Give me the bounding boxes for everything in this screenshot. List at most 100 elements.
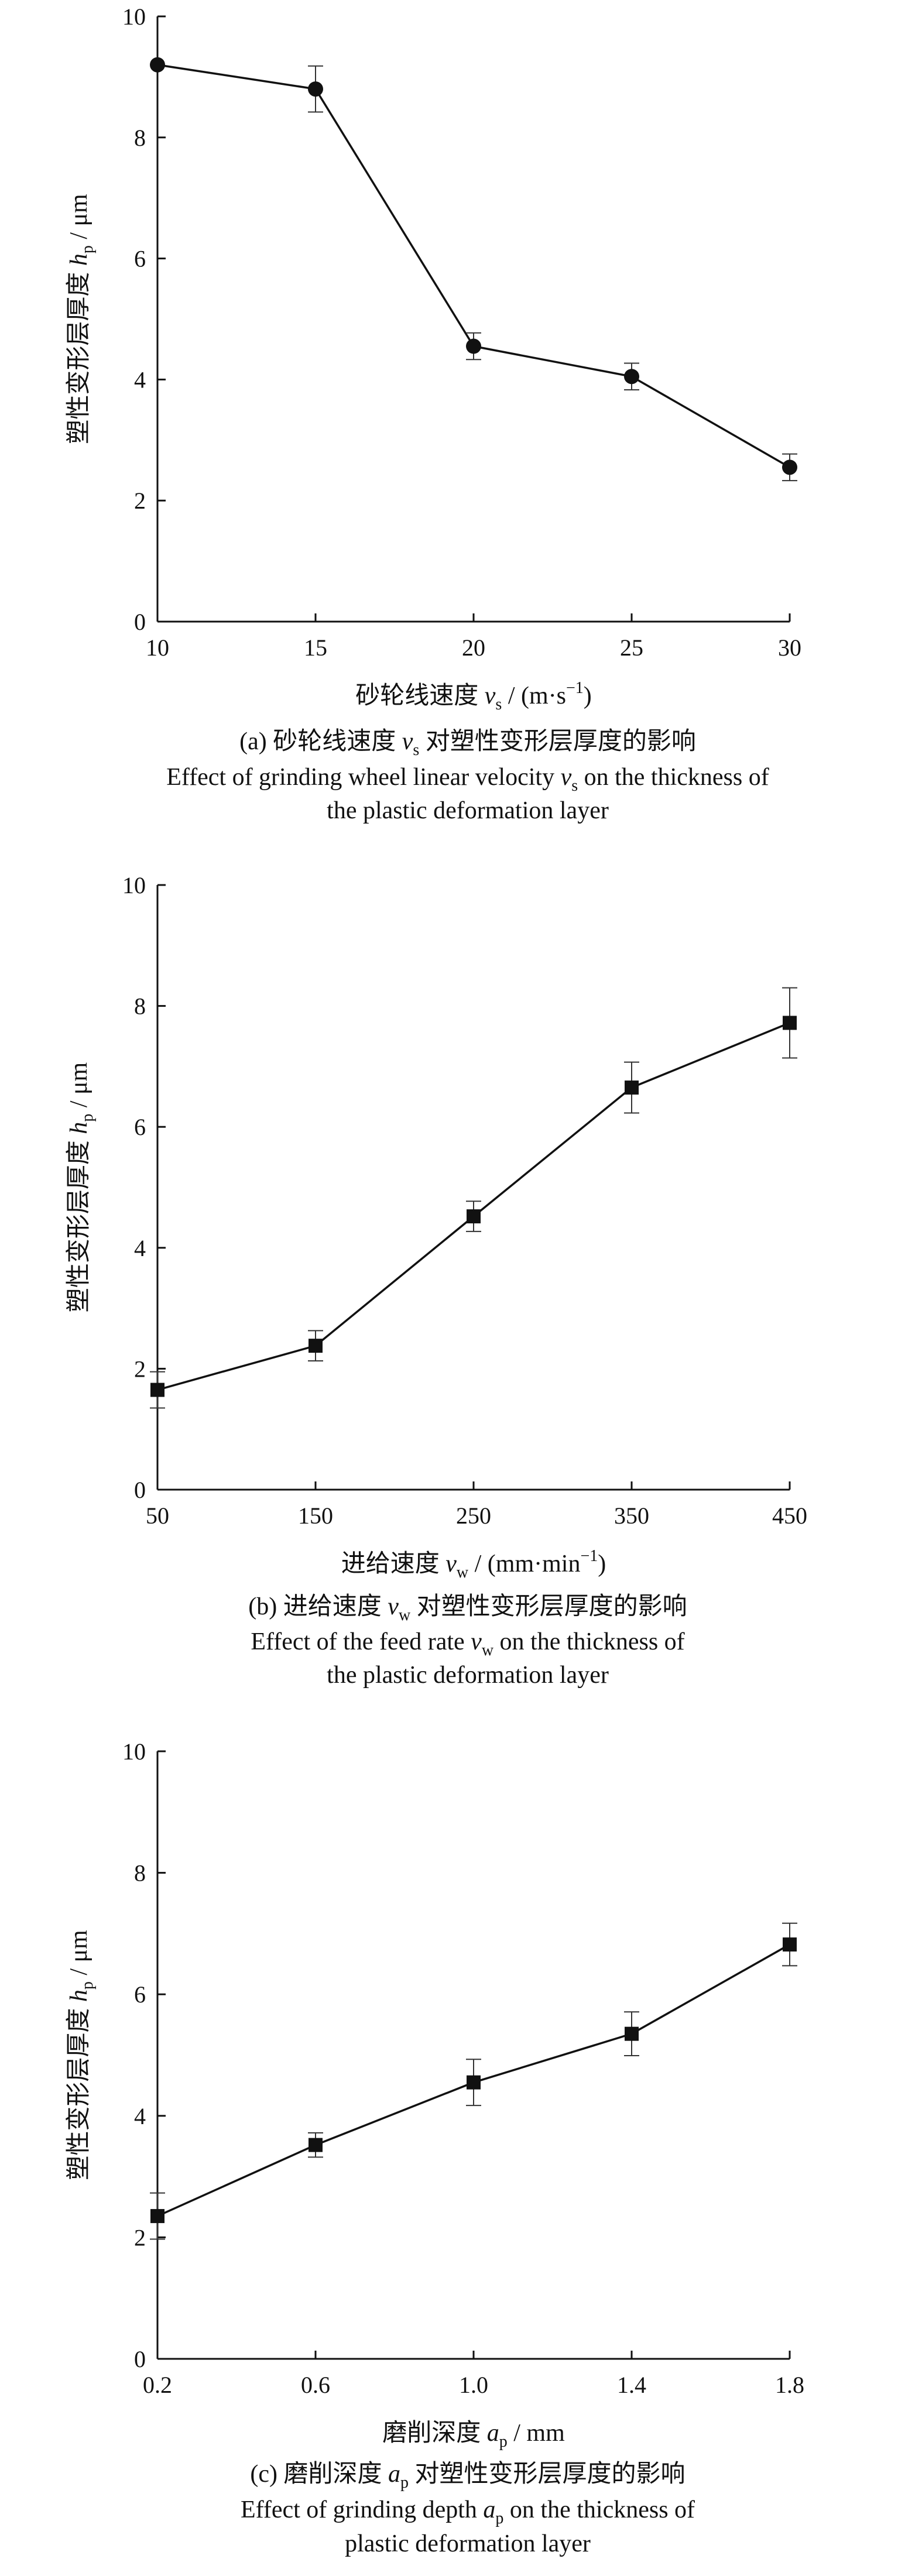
x-tick-label: 1.4 xyxy=(617,2372,646,2398)
y-axis-title-subscript: p xyxy=(78,245,97,253)
x-axis-title-subscript: s xyxy=(495,695,502,714)
data-point xyxy=(308,81,323,97)
x-tick-label: 25 xyxy=(620,634,643,661)
caption-en-line2: the plastic deformation layer xyxy=(327,1662,609,1689)
y-tick-label: 10 xyxy=(122,872,146,898)
x-axis-title: 进给速度 vw / (mm·min−1) xyxy=(341,1547,606,1582)
x-tick-label: 1.8 xyxy=(775,2372,804,2398)
x-tick-label: 0.6 xyxy=(301,2372,330,2398)
x-axis-title-superscript: −1 xyxy=(580,1547,598,1565)
data-point xyxy=(783,1016,797,1030)
caption-en-line1: Effect of grinding wheel linear velocity… xyxy=(166,764,769,795)
caption-en-symbol: v xyxy=(561,764,572,791)
caption-zh: (b) 进给速度 vw 对塑性变形层厚度的影响 xyxy=(248,1593,687,1624)
data-point xyxy=(625,2026,639,2041)
x-axis-title-unit: / (m·s xyxy=(502,682,566,709)
caption-en-prefix: Effect of grinding wheel linear velocity xyxy=(166,764,560,791)
x-axis-title-text: 砂轮线速度 xyxy=(355,682,485,709)
caption-zh-subscript: w xyxy=(399,1606,411,1624)
x-tick-label: 450 xyxy=(772,1503,807,1529)
caption-zh-suffix: 对塑性变形层厚度的影响 xyxy=(409,2460,685,2488)
x-axis-title-subscript: p xyxy=(499,2433,508,2451)
data-point xyxy=(150,57,165,73)
caption-zh-symbol: v xyxy=(388,1593,399,1620)
y-axis-title-symbol: h xyxy=(66,1122,92,1134)
caption-en-subscript: s xyxy=(571,777,578,795)
x-axis-title-unit: / (mm·min xyxy=(468,1551,580,1577)
x-axis-title-close: ) xyxy=(584,682,592,709)
x-axis-title-symbol: v xyxy=(485,682,496,709)
x-axis-title-text: 磨削深度 xyxy=(382,2420,487,2447)
y-axis-title-subscript: p xyxy=(78,1114,97,1122)
data-point xyxy=(624,369,639,385)
y-axis-title: 塑性变形层厚度 hp / μm xyxy=(65,1930,97,2180)
y-tick-label: 0 xyxy=(134,2346,146,2372)
y-axis-title: 塑性变形层厚度 hp / μm xyxy=(65,194,97,444)
caption-en-suffix: on the thickness of xyxy=(503,2496,695,2523)
data-point xyxy=(150,1383,164,1397)
x-tick-label: 150 xyxy=(298,1503,333,1529)
caption-zh: (a) 砂轮线速度 vs 对塑性变形层厚度的影响 xyxy=(239,728,696,759)
data-point xyxy=(467,2075,481,2090)
x-tick-label: 50 xyxy=(146,1503,169,1529)
caption-en-line2: the plastic deformation layer xyxy=(327,797,609,824)
y-tick-label: 8 xyxy=(134,125,146,151)
caption-zh-suffix: 对塑性变形层厚度的影响 xyxy=(419,728,696,755)
data-point xyxy=(625,1081,639,1095)
x-tick-label: 10 xyxy=(146,634,169,661)
x-axis-title-symbol: a xyxy=(487,2420,499,2447)
caption-zh-prefix: (a) 砂轮线速度 xyxy=(239,728,402,755)
y-axis-title-unit: / μm xyxy=(66,1930,92,1981)
data-point xyxy=(467,1209,481,1224)
y-tick-label: 0 xyxy=(134,1477,146,1503)
data-point xyxy=(783,1937,797,1952)
caption-zh-subscript: p xyxy=(400,2474,409,2492)
x-tick-label: 1.0 xyxy=(459,2372,488,2398)
caption-zh-symbol: a xyxy=(388,2461,400,2488)
x-axis-title-unit: / mm xyxy=(508,2420,565,2447)
y-axis-title-symbol: h xyxy=(66,1990,92,2002)
caption-en-line1: Effect of grinding depth ap on the thick… xyxy=(241,2496,695,2527)
data-point xyxy=(150,2209,164,2224)
series-line xyxy=(157,63,790,468)
x-tick-label: 250 xyxy=(456,1503,491,1529)
caption-en-symbol: v xyxy=(471,1628,482,1655)
caption-en-subscript: w xyxy=(482,1641,494,1659)
data-point xyxy=(309,1339,323,1353)
y-tick-label: 10 xyxy=(122,4,146,30)
y-tick-label: 6 xyxy=(134,246,146,272)
x-tick-label: 0.2 xyxy=(143,2372,172,2398)
x-axis-title-symbol: v xyxy=(445,1551,457,1577)
x-tick-label: 20 xyxy=(462,634,485,661)
y-tick-label: 2 xyxy=(134,2224,146,2251)
y-axis-title-symbol: h xyxy=(66,253,92,266)
data-point xyxy=(309,2138,323,2152)
caption-en-prefix: Effect of grinding depth xyxy=(241,2496,483,2523)
caption-en-line1: Effect of the feed rate vw on the thickn… xyxy=(251,1628,684,1659)
caption-en-line2: plastic deformation layer xyxy=(345,2530,591,2557)
y-tick-label: 6 xyxy=(134,1114,146,1140)
caption-zh: (c) 磨削深度 ap 对塑性变形层厚度的影响 xyxy=(250,2460,685,2492)
y-axis-title-text: 塑性变形层厚度 xyxy=(65,266,92,444)
y-axis-title-unit: / μm xyxy=(66,1062,92,1113)
y-tick-label: 4 xyxy=(134,2103,146,2129)
data-point xyxy=(466,338,481,354)
y-tick-label: 8 xyxy=(134,993,146,1020)
data-point xyxy=(782,459,797,475)
y-axis-title: 塑性变形层厚度 hp / μm xyxy=(65,1062,97,1312)
caption-en-subscript: p xyxy=(495,2509,503,2527)
y-axis-title-text: 塑性变形层厚度 xyxy=(65,1134,92,1313)
caption-en-symbol: a xyxy=(483,2496,495,2523)
x-axis-title: 磨削深度 ap / mm xyxy=(382,2420,565,2451)
y-tick-label: 2 xyxy=(134,488,146,514)
x-axis-title: 砂轮线速度 vs / (m·s−1) xyxy=(355,679,592,714)
y-tick-label: 6 xyxy=(134,1981,146,2008)
y-axis-title-text: 塑性变形层厚度 xyxy=(65,2002,92,2180)
caption-zh-prefix: (b) 进给速度 xyxy=(248,1593,388,1620)
x-axis-title-subscript: w xyxy=(457,1563,469,1582)
y-tick-label: 4 xyxy=(134,1235,146,1261)
y-tick-label: 4 xyxy=(134,366,146,393)
x-tick-label: 30 xyxy=(778,634,801,661)
